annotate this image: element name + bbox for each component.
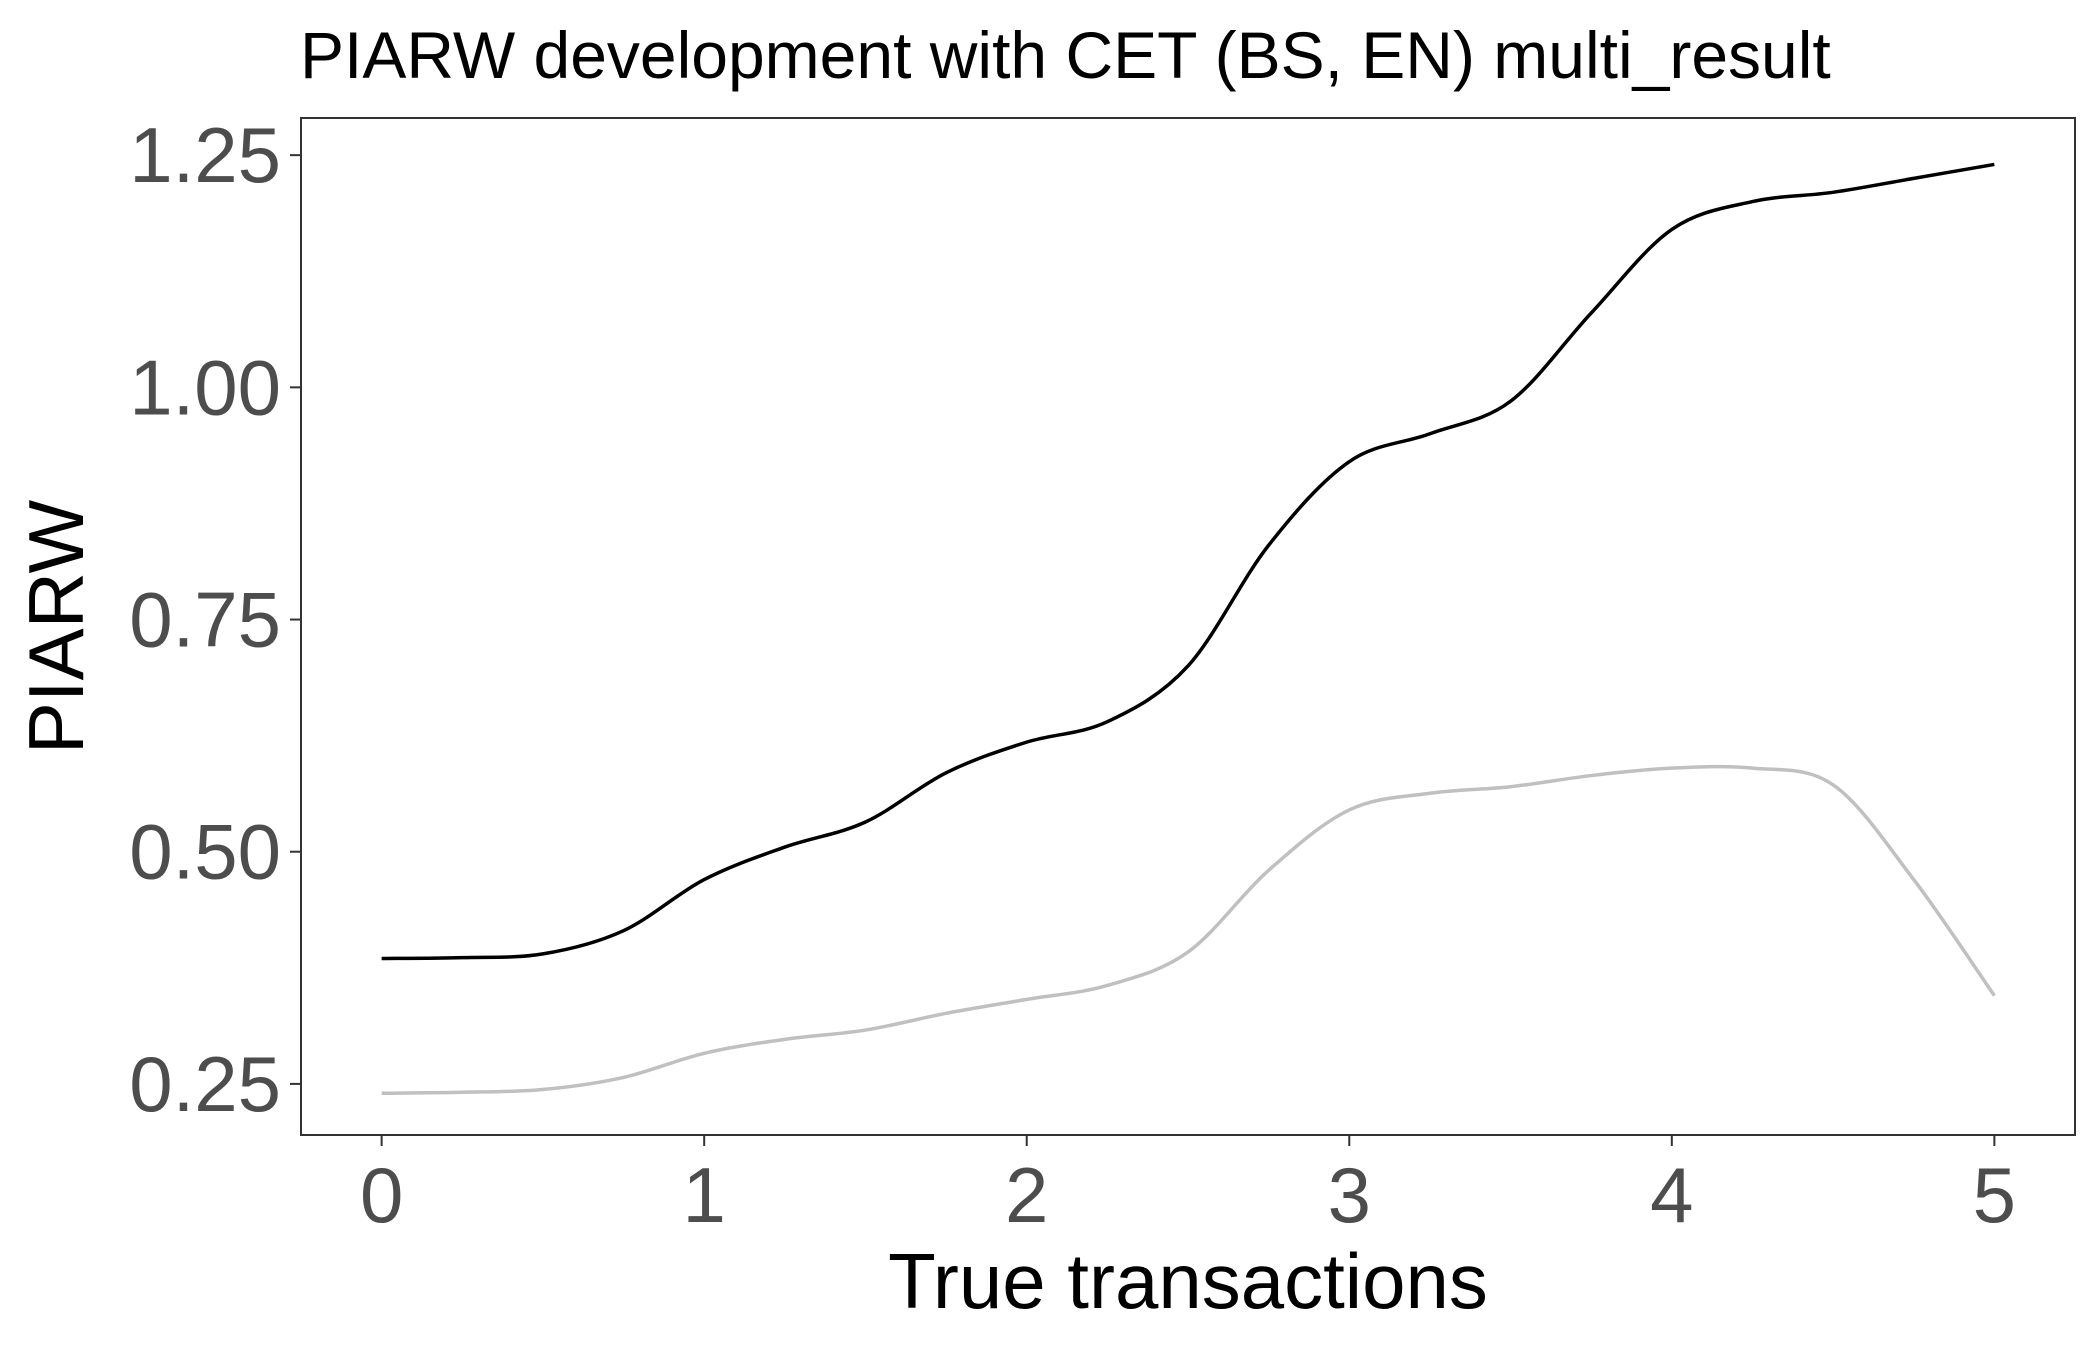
x-tick-label: 2: [1005, 1151, 1048, 1239]
y-axis-title: PIARW: [12, 499, 100, 754]
x-tick-label: 3: [1328, 1151, 1371, 1239]
series-layer: [381, 162, 1996, 1095]
x-tick-label: 5: [1973, 1151, 2016, 1239]
x-axis: 0 1 2 3 4 5: [360, 1135, 2016, 1239]
x-tick-label: 4: [1650, 1151, 1693, 1239]
series-line-2: [381, 764, 1996, 1095]
y-axis: 0.25 0.50 0.75 1.00 1.25: [129, 111, 301, 1128]
plot-panel: [300, 117, 2076, 1136]
y-tick-label: 1.00: [129, 343, 281, 431]
x-tick-label: 0: [360, 1151, 403, 1239]
x-tick-label: 1: [682, 1151, 725, 1239]
series-line-1: [381, 162, 1995, 961]
chart-title: PIARW development with CET (BS, EN) mult…: [300, 18, 1831, 92]
y-tick-label: 0.75: [129, 576, 281, 664]
y-tick-label: 0.25: [129, 1040, 281, 1128]
x-axis-title: True transactions: [888, 1237, 1488, 1325]
y-tick-label: 1.25: [129, 111, 281, 199]
y-tick-label: 0.50: [129, 808, 281, 896]
